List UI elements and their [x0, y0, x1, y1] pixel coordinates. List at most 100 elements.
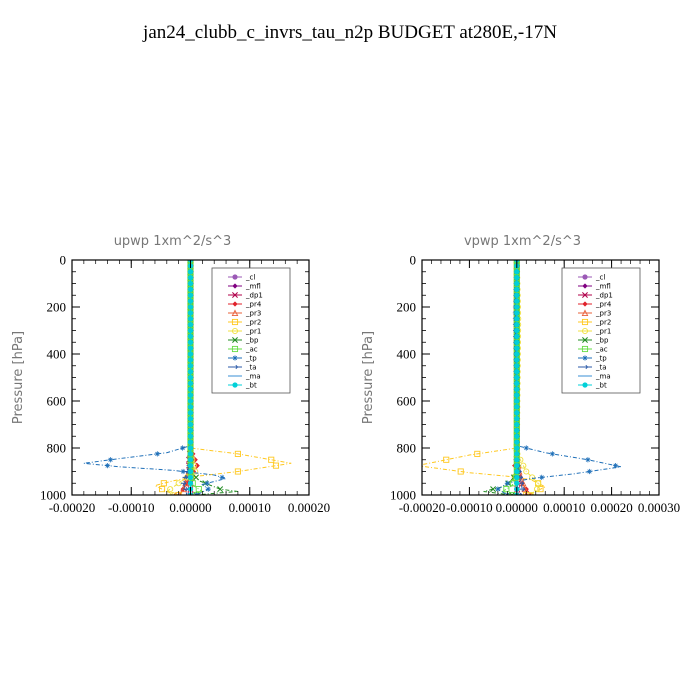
- series-bt-marker: [187, 480, 194, 486]
- legend-entry-dp1-label: _dp1: [595, 292, 613, 300]
- x-tick-label: 0.00020: [288, 500, 330, 515]
- legend-entry-bt-marker: [232, 382, 238, 388]
- legend-entry-ac-marker: [581, 345, 589, 353]
- series-bt-marker: [514, 433, 520, 439]
- series-pr2: [422, 260, 547, 495]
- series-bt-marker: [514, 457, 520, 463]
- legend-entry-tp-label: _tp: [595, 355, 607, 363]
- y-tick-label: 600: [47, 394, 67, 409]
- series-bt-marker: [514, 421, 520, 428]
- series-bt-marker: [514, 316, 520, 322]
- series-bt-marker: [514, 398, 520, 404]
- y-tick-label: 1000: [40, 488, 66, 503]
- series-tp-marker: [523, 445, 529, 451]
- series-bt-marker: [514, 345, 520, 351]
- series-bt-marker: [514, 416, 520, 422]
- series-tp-marker: [549, 451, 555, 457]
- y-tick-label: 1000: [390, 488, 416, 503]
- series-bt-marker: [187, 410, 194, 416]
- series-bt-marker: [187, 468, 194, 475]
- legend-entry-bp-label: _bp: [595, 337, 609, 345]
- series-bt-marker: [514, 474, 520, 480]
- series-bt-marker: [514, 369, 520, 375]
- series-tp-marker: [219, 474, 225, 480]
- series-bp-marker: [509, 492, 516, 495]
- series-pr2-marker: [457, 468, 464, 475]
- series-pr2-marker: [474, 450, 481, 457]
- legend-entry-pr2-marker: [581, 318, 589, 326]
- series-bt-marker: [514, 363, 520, 369]
- legend-entry-dp1-label: _dp1: [245, 292, 263, 300]
- data-series-group: [83, 260, 292, 495]
- series-bt-marker: [187, 445, 194, 451]
- series-pr1-marker: [529, 474, 536, 481]
- series-ta-marker: [182, 487, 189, 492]
- series-ta-marker: [180, 481, 187, 486]
- legend-entry-pr2-label: _pr2: [245, 319, 261, 327]
- series-bt-marker: [187, 310, 194, 316]
- y-tick-label: 600: [397, 394, 417, 409]
- legend-entry-pr1-label: _pr1: [245, 328, 261, 336]
- series-bt-marker: [514, 386, 520, 392]
- legend-entry-cl-marker: [232, 274, 238, 280]
- series-bt-marker: [187, 333, 194, 339]
- legend-entry-pr3-marker: [231, 309, 239, 317]
- series-bt-marker: [514, 480, 520, 486]
- y-tick-label: 400: [397, 347, 417, 362]
- legend-entry-ac-marker: [231, 345, 239, 353]
- series-bt-marker: [187, 298, 194, 304]
- series-pr1-marker: [535, 480, 542, 487]
- series-bt-marker: [187, 463, 194, 469]
- series-bt-marker: [514, 404, 520, 410]
- legend-entry-bt-label: _bt: [245, 382, 257, 390]
- y-tick-label: 200: [47, 300, 67, 315]
- x-tick-label: 0.00030: [638, 500, 680, 515]
- series-bt-marker: [514, 427, 520, 433]
- legend-entry-mfl-marker: [582, 283, 588, 289]
- series-bt-marker: [187, 439, 194, 445]
- legend-entry-ta-label: _ta: [245, 364, 257, 372]
- series-pr2-marker: [159, 486, 166, 493]
- legend-entry-bp-marker: [582, 337, 588, 343]
- y-tick-label: 800: [47, 441, 67, 456]
- series-bt-marker: [187, 398, 194, 404]
- series-bt-marker: [514, 327, 520, 334]
- y-axis-label: Pressure [hPa]: [11, 331, 26, 424]
- data-series-group: [422, 260, 622, 495]
- legend-entry-mfl-label: _mfl: [595, 283, 611, 291]
- panel-1: upwp 1xm^2/s^3 Pressure [hPa] 0 200 400 600 80…: [11, 234, 330, 515]
- legend-entry-bt-marker: [582, 382, 588, 388]
- series-bt-marker: [187, 339, 194, 345]
- x-tick-label: 0.00020: [590, 500, 632, 515]
- series-bt: [514, 260, 520, 495]
- series-bt-marker: [514, 392, 520, 398]
- series-ta-marker: [517, 492, 523, 495]
- series-bt-marker: [514, 333, 520, 339]
- series-bt-marker: [514, 451, 520, 457]
- legend-entry-ta-marker: [232, 364, 239, 370]
- legend-entry-pr2-marker: [231, 318, 239, 326]
- legend: _cl_mfl_dp1_pr4_pr3_pr2_pr1_bp_ac_tp_ta_…: [211, 267, 291, 394]
- series-bt-marker: [187, 292, 194, 298]
- y-tick-label: 200: [397, 300, 417, 315]
- legend-entry-tp-marker: [582, 355, 588, 361]
- series-pr1-marker: [523, 468, 530, 475]
- series-pr2-marker: [537, 486, 544, 493]
- legend-entry-bp-marker: [232, 337, 238, 343]
- series-ta-line: [516, 260, 524, 495]
- panel-2: vpwp 1xm^2/s^3 Pressure [hPa] 0 200 400 600 80…: [361, 234, 680, 515]
- series-bt-marker: [187, 392, 194, 398]
- x-tick-label: -0.00010: [446, 500, 493, 515]
- series-bt-marker: [514, 292, 520, 298]
- series-bp-marker: [217, 486, 224, 493]
- legend-entry-bp-label: _bp: [245, 337, 259, 345]
- legend-entry-ma-label: _ma: [595, 373, 611, 381]
- series-bt-marker: [514, 468, 520, 475]
- panel-title: upwp 1xm^2/s^3: [114, 234, 232, 249]
- series-bt-marker: [514, 351, 520, 357]
- legend-entry-ma-label: _ma: [245, 373, 261, 381]
- legend-entry-ta-marker: [582, 364, 589, 370]
- legend-box: [211, 267, 291, 394]
